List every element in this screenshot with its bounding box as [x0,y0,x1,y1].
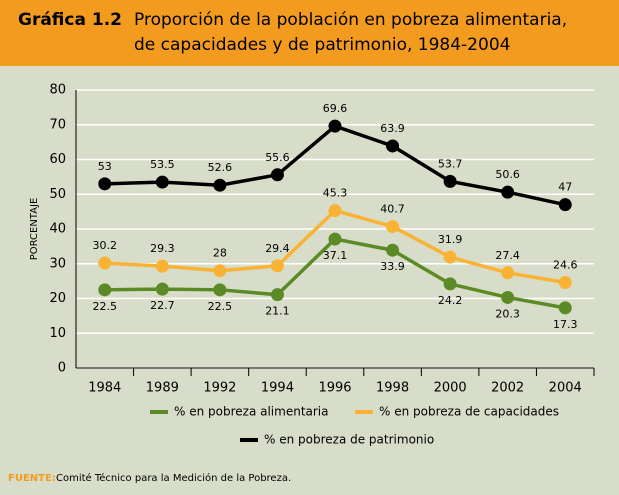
value-label: 21.1 [265,305,290,318]
x-tick-label: 1996 [318,381,351,396]
point [501,290,515,304]
point [328,119,342,133]
value-label: 27.4 [495,249,520,262]
x-tick-label: 2000 [434,381,467,396]
point [386,243,400,257]
value-label: 52.6 [208,161,233,174]
value-label: 20.3 [495,307,520,320]
point [98,177,112,191]
value-label: 22.7 [150,299,175,312]
x-tick-label: 2004 [549,381,582,396]
x-tick-label: 1984 [88,381,121,396]
point [98,283,112,297]
x-tick-label: 1994 [261,381,294,396]
value-label: 55.6 [265,151,290,164]
value-label: 33.9 [380,260,405,273]
figure-label: Gráfica 1.2 [18,10,122,30]
value-label: 53 [98,160,112,173]
source: Comité Técnico para la Medición de la Po… [56,472,291,484]
value-label: 24.2 [438,294,463,307]
legend-label: % en pobreza de capacidades [379,405,559,419]
value-label: 53.7 [438,157,463,170]
value-label: 29.3 [150,242,175,255]
y-tick-label: 60 [49,152,66,167]
value-label: 63.9 [380,122,405,135]
x-tick-label: 1989 [146,381,179,396]
point [155,175,169,189]
y-tick-label: 50 [49,187,66,202]
value-label: 69.6 [323,102,348,115]
point [213,283,227,297]
chart-title: de capacidades y de patrimonio, 1984-200… [134,35,510,55]
point [270,259,284,273]
value-label: 40.7 [380,203,405,216]
point [270,288,284,302]
source-label: FUENTE: [8,473,56,484]
point [386,139,400,153]
point [98,256,112,270]
value-label: 17.3 [553,318,578,331]
value-label: 24.6 [553,259,578,272]
point [270,168,284,182]
point [558,276,572,290]
point [155,259,169,273]
y-tick-label: 80 [49,83,66,98]
chart-title: Proporción de la población en pobreza al… [134,10,567,30]
value-label: 53.5 [150,158,175,171]
value-label: 31.9 [438,233,463,246]
point [386,220,400,234]
point [443,277,457,291]
value-label: 50.6 [495,168,520,181]
legend-label: % en pobreza alimentaria [174,405,329,419]
point [501,185,515,199]
y-axis-label: PORCENTAJE [29,198,40,261]
point [558,198,572,212]
y-tick-label: 40 [49,222,66,237]
point [443,174,457,188]
point [213,178,227,192]
value-label: 22.5 [208,300,233,313]
point [501,266,515,280]
point [328,204,342,218]
value-label: 28 [213,247,227,260]
header [0,0,619,66]
point [558,301,572,315]
value-label: 37.1 [323,249,348,262]
x-tick-label: 2002 [491,381,524,396]
value-label: 30.2 [93,239,118,252]
y-tick-label: 10 [49,326,66,341]
point [213,264,227,278]
y-tick-label: 0 [58,361,66,376]
y-tick-label: 30 [49,256,66,271]
value-label: 47 [558,181,572,194]
x-tick-label: 1998 [376,381,409,396]
point [443,250,457,264]
point [155,282,169,296]
point [328,232,342,246]
value-label: 22.5 [93,300,118,313]
y-tick-label: 70 [49,117,66,132]
x-tick-label: 1992 [203,381,236,396]
value-label: 29.4 [265,242,290,255]
legend-label: % en pobreza de patrimonio [264,433,434,447]
value-label: 45.3 [323,187,348,200]
y-tick-label: 20 [49,291,66,306]
